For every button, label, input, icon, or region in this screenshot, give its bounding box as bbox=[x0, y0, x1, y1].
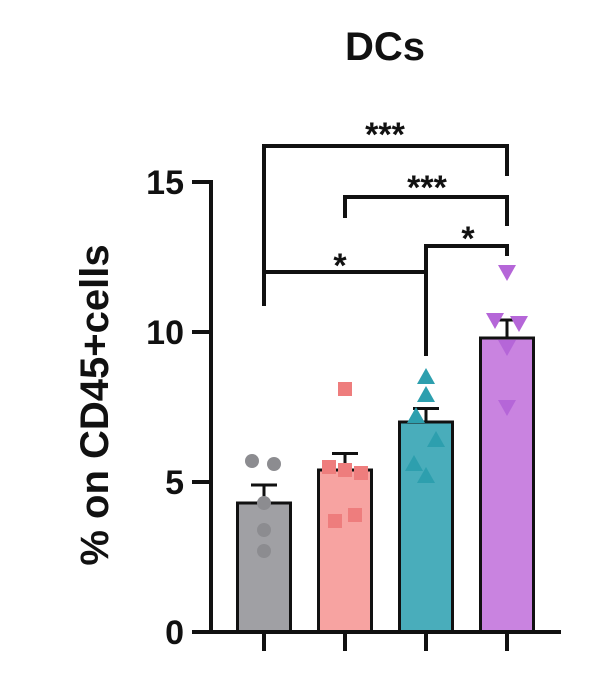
point-4-1 bbox=[498, 265, 516, 281]
significance-label-3: * bbox=[461, 220, 475, 258]
point-4-5 bbox=[498, 400, 516, 416]
axes-layer: 0 5 10 15 bbox=[146, 164, 561, 652]
significance-label-4: * bbox=[333, 247, 347, 285]
point-4-4 bbox=[498, 340, 516, 356]
point-1-2 bbox=[267, 457, 281, 471]
bar-2 bbox=[317, 468, 373, 634]
point-4-2 bbox=[486, 313, 504, 329]
point-2-2 bbox=[322, 460, 336, 474]
significance-label-2: *** bbox=[407, 169, 447, 207]
significance-bracket-1 bbox=[262, 144, 509, 306]
significance-layer: ******** bbox=[262, 116, 509, 356]
point-2-1 bbox=[338, 382, 352, 396]
bars-layer bbox=[236, 336, 535, 634]
point-1-5 bbox=[257, 544, 271, 558]
point-2-4 bbox=[354, 466, 368, 480]
point-2-5 bbox=[348, 508, 362, 522]
bar-4 bbox=[479, 336, 535, 634]
point-1-1 bbox=[245, 454, 259, 468]
bar-3 bbox=[398, 420, 454, 634]
points-layer bbox=[245, 265, 528, 558]
point-4-3 bbox=[510, 316, 528, 332]
point-3-6 bbox=[417, 467, 435, 483]
point-3-5 bbox=[405, 455, 423, 471]
y-axis-label: % on CD45+cells bbox=[73, 244, 117, 565]
chart-title: DCs bbox=[345, 25, 425, 69]
point-2-3 bbox=[338, 463, 352, 477]
significance-bracket-4 bbox=[262, 270, 428, 356]
y-tick-label-0: 0 bbox=[165, 614, 184, 652]
point-3-3 bbox=[407, 407, 425, 423]
point-3-2 bbox=[417, 386, 435, 402]
point-3-1 bbox=[417, 368, 435, 384]
bar-1 bbox=[236, 501, 292, 634]
y-tick-label-10: 10 bbox=[146, 314, 184, 352]
point-1-3 bbox=[257, 496, 271, 510]
y-tick-label-5: 5 bbox=[165, 464, 184, 502]
point-1-4 bbox=[257, 523, 271, 537]
significance-label-1: *** bbox=[365, 116, 405, 154]
point-2-6 bbox=[328, 514, 342, 528]
y-tick-label-15: 15 bbox=[146, 164, 184, 202]
point-3-4 bbox=[427, 431, 445, 447]
significance-bracket-2 bbox=[343, 195, 509, 226]
